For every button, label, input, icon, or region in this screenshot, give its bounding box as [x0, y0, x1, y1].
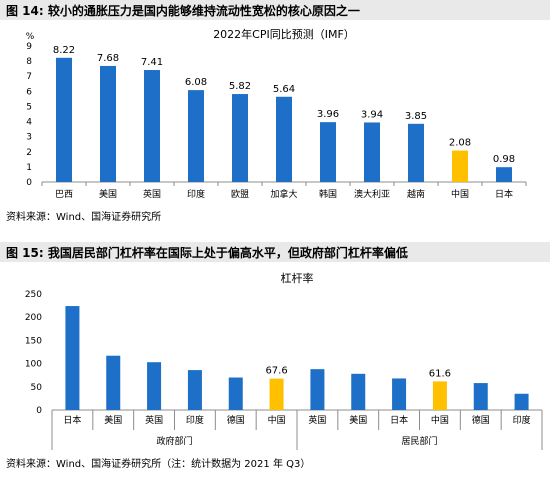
y-tick-label: 4: [26, 118, 32, 128]
bar: [232, 94, 248, 182]
x-tick-label: 中国: [451, 188, 469, 200]
x-tick-label: 美国: [349, 414, 367, 426]
bar: [351, 373, 366, 410]
bar: [514, 393, 529, 410]
bar: [106, 355, 121, 410]
x-tick-label: 印度: [186, 414, 204, 426]
x-tick-label: 美国: [99, 188, 117, 200]
bar: [276, 96, 292, 182]
bar: [147, 362, 162, 410]
figure-14-caption: 图 14: 较小的通胀压力是国内能够维持流动性宽松的核心原因之一: [6, 4, 360, 18]
y-tick-label: 0: [26, 178, 32, 188]
bar: [310, 369, 325, 410]
bar: [496, 167, 512, 182]
figure-14-caption-bar: 图 14: 较小的通胀压力是国内能够维持流动性宽松的核心原因之一: [0, 0, 550, 20]
y-tick-label: 2: [26, 148, 32, 158]
y-tick-label: 150: [25, 336, 42, 346]
data-label: 6.08: [185, 77, 207, 88]
group-label: 居民部门: [401, 435, 437, 447]
bar: [65, 306, 80, 410]
data-label: 3.85: [405, 111, 427, 122]
x-tick-label: 英国: [308, 414, 326, 426]
y-tick-label: 1: [26, 163, 32, 173]
bar: [269, 378, 284, 410]
x-tick-label: 中国: [268, 414, 286, 426]
bar: [100, 65, 116, 182]
bar: [473, 383, 488, 410]
data-label: 67.6: [265, 366, 287, 377]
cpi-forecast-chart: 2022年CPI同比预测（IMF）% 0 1 2 3 4 5 6 7 8 9 8.22 巴西 7.68 美国…: [26, 27, 527, 200]
leverage-ratio-chart: 杠杆率 0 50 100 150 200 250 日本 美国 英国 印度 德国 67.6 中国 英国 美国 日本…: [25, 271, 543, 450]
y-tick-label: 200: [25, 313, 42, 323]
y-tick-label: 6: [26, 87, 32, 97]
bar: [432, 381, 447, 410]
bar: [364, 122, 380, 182]
x-tick-label: 美国: [104, 414, 122, 426]
data-label: 2.08: [449, 138, 471, 149]
data-label: 61.6: [429, 368, 451, 379]
y-tick-label: 250: [25, 290, 42, 300]
chart-title: 杠杆率: [281, 271, 314, 285]
x-tick-label: 德国: [472, 414, 490, 426]
x-tick-label: 加拿大: [270, 188, 297, 200]
y-tick-label: 100: [25, 360, 42, 370]
data-label: 7.68: [97, 53, 119, 64]
x-tick-label: 日本: [63, 414, 81, 426]
x-tick-label: 印度: [187, 188, 205, 200]
y-axis-unit: %: [26, 32, 35, 42]
y-tick-label: 8: [26, 57, 32, 67]
data-label: 0.98: [493, 154, 515, 165]
y-tick-label: 0: [36, 406, 42, 416]
bar: [408, 123, 424, 182]
bar: [452, 150, 468, 182]
figure-14-source: 资料来源：Wind、国海证券研究所: [6, 212, 162, 223]
x-tick-label: 巴西: [55, 189, 73, 200]
x-tick-label: 德国: [227, 414, 245, 426]
y-tick-label: 5: [26, 102, 32, 112]
group-label: 政府部门: [156, 435, 192, 447]
bar: [187, 370, 202, 410]
bar: [188, 90, 204, 182]
figure-15-source: 资料来源：Wind、国海证券研究所（注：统计数据为 2021 年 Q3）: [6, 459, 311, 470]
x-tick-label: 印度: [513, 414, 531, 426]
data-label: 5.64: [273, 84, 295, 95]
figure-15-caption-bar: 图 15: 我国居民部门杠杆率在国际上处于偏高水平，但政府部门杠杆率偏低: [0, 242, 550, 262]
bar: [392, 378, 407, 410]
y-tick-label: 9: [26, 42, 32, 52]
x-tick-label: 澳大利亚: [354, 188, 390, 200]
y-tick-label: 3: [26, 133, 32, 143]
figure-15-caption: 图 15: 我国居民部门杠杆率在国际上处于偏高水平，但政府部门杠杆率偏低: [6, 246, 408, 260]
bar: [228, 377, 243, 410]
x-tick-label: 韩国: [319, 188, 337, 200]
data-label: 3.94: [361, 109, 383, 120]
y-tick-label: 7: [26, 72, 32, 82]
data-label: 3.96: [317, 109, 339, 120]
data-label: 5.82: [229, 81, 251, 92]
x-tick-label: 日本: [390, 414, 408, 426]
x-tick-label: 越南: [407, 188, 425, 200]
bar: [320, 122, 336, 182]
x-tick-label: 日本: [495, 188, 513, 200]
bar: [56, 57, 72, 182]
data-label: 8.22: [53, 45, 75, 56]
chart-title: 2022年CPI同比预测（IMF）: [213, 27, 355, 41]
x-tick-label: 英国: [145, 414, 163, 426]
x-tick-label: 英国: [143, 188, 161, 200]
x-tick-label: 欧盟: [231, 188, 249, 200]
x-tick-label: 中国: [431, 414, 449, 426]
bar: [144, 70, 160, 182]
data-label: 7.41: [141, 57, 163, 68]
y-tick-label: 50: [31, 383, 43, 393]
